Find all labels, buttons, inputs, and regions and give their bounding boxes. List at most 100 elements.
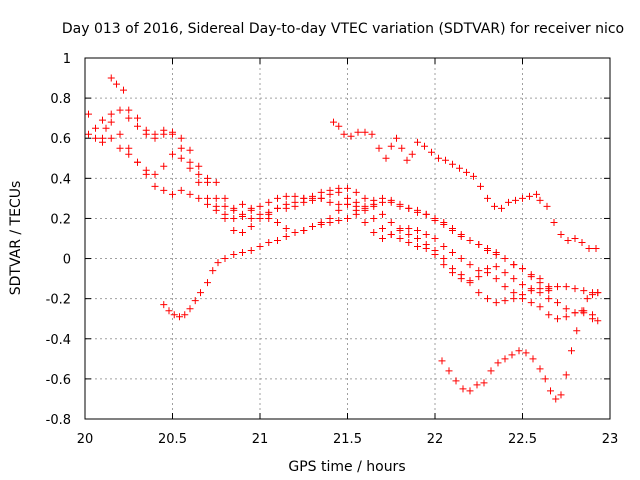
data-point: [134, 114, 141, 122]
data-point: [382, 154, 390, 162]
data-point: [527, 299, 535, 307]
data-point: [552, 395, 560, 403]
data-point: [578, 239, 586, 247]
data-point: [169, 150, 176, 158]
series-track-2: [85, 106, 602, 325]
data-point: [370, 196, 378, 204]
data-point: [85, 110, 92, 118]
data-point: [230, 251, 238, 259]
data-point: [492, 275, 500, 283]
data-point: [379, 194, 386, 202]
data-point: [177, 134, 185, 142]
data-point: [221, 214, 229, 222]
data-point: [116, 144, 124, 152]
data-point: [414, 206, 421, 214]
data-point: [466, 277, 474, 285]
data-point: [344, 184, 351, 192]
data-point: [515, 347, 523, 355]
data-point: [526, 192, 533, 200]
y-axis-label: SDTVAR / TECUs: [8, 181, 24, 296]
data-point: [519, 295, 526, 303]
data-point: [176, 313, 183, 321]
data-point: [545, 295, 553, 303]
data-point: [230, 206, 238, 214]
data-point: [466, 237, 474, 245]
data-point: [125, 150, 133, 158]
data-point: [405, 239, 413, 247]
data-point: [186, 190, 194, 198]
data-point: [510, 295, 518, 303]
data-point: [209, 267, 217, 275]
y-tick-label: 0.6: [50, 132, 71, 147]
data-point: [396, 226, 404, 234]
data-point: [239, 200, 246, 208]
data-point: [335, 206, 343, 214]
data-point: [594, 317, 602, 325]
data-point: [501, 283, 509, 291]
data-point: [580, 287, 588, 295]
x-tick-label: 23: [602, 432, 619, 447]
series-track-5: [160, 194, 553, 321]
data-point: [265, 208, 273, 216]
data-point: [197, 289, 204, 297]
data-point: [134, 122, 141, 130]
data-point: [186, 305, 194, 313]
y-tick-label: 0.4: [50, 172, 71, 187]
data-point: [212, 178, 220, 186]
data-point: [466, 387, 474, 395]
y-tick-labels: 1 0.8 0.6 0.4 0.2 0 -0.2 -0.4 -0.6 -0.8: [46, 52, 71, 428]
data-point: [160, 186, 168, 194]
data-point: [562, 305, 570, 313]
data-point: [239, 210, 246, 218]
data-point: [107, 118, 115, 126]
data-point: [282, 232, 290, 240]
data-point: [291, 228, 299, 236]
data-point: [92, 134, 99, 142]
data-point: [256, 243, 264, 251]
data-point: [120, 86, 127, 94]
data-point: [438, 357, 446, 365]
data-point: [379, 235, 386, 242]
data-point: [492, 299, 500, 307]
x-tick-label: 20: [77, 432, 94, 447]
data-point: [435, 154, 442, 162]
data-point: [449, 160, 456, 168]
data-point: [347, 132, 355, 140]
data-point: [484, 245, 491, 253]
data-point: [134, 158, 141, 166]
data-point: [282, 224, 290, 232]
x-tick-label: 22: [427, 432, 444, 447]
data-point: [456, 164, 463, 172]
data-point: [326, 190, 334, 198]
data-point: [335, 188, 343, 196]
data-point: [204, 174, 211, 182]
data-point: [536, 365, 544, 373]
data-point: [125, 106, 133, 114]
data-point: [408, 150, 416, 158]
data-point: [562, 313, 570, 321]
data-point: [440, 220, 448, 228]
data-point: [421, 142, 428, 150]
data-point: [274, 204, 281, 212]
data-point: [501, 297, 509, 305]
data-point: [431, 251, 439, 259]
data-point: [519, 265, 526, 273]
data-point: [568, 347, 575, 355]
data-point: [477, 182, 484, 190]
data-point: [204, 279, 211, 287]
data-point: [125, 144, 133, 152]
data-point: [317, 194, 325, 202]
data-point: [550, 218, 558, 226]
data-point: [300, 226, 308, 234]
data-point: [177, 144, 185, 152]
data-point: [492, 263, 500, 271]
data-point: [405, 204, 413, 212]
data-point: [379, 210, 386, 218]
data-point: [361, 194, 369, 202]
data-point: [536, 303, 544, 311]
data-point: [545, 311, 553, 319]
data-point: [585, 245, 593, 253]
data-point: [274, 237, 281, 245]
data-point: [484, 295, 491, 303]
data-point: [247, 214, 255, 222]
